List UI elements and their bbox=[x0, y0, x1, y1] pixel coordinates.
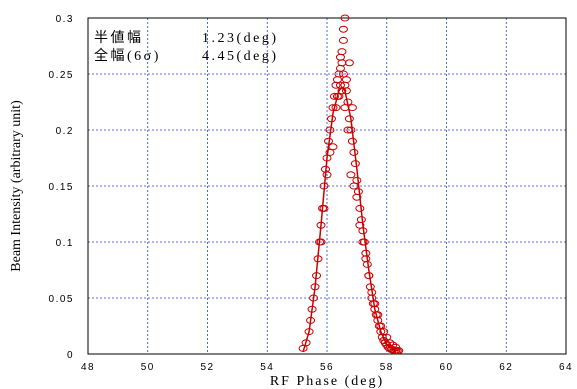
annotation-value-half-width: 1.23(deg) bbox=[202, 31, 279, 46]
data-point bbox=[355, 221, 365, 229]
data-point bbox=[352, 193, 362, 201]
data-point bbox=[367, 288, 377, 296]
x-tick-labels: 48 50 52 54 56 58 60 62 64 bbox=[81, 362, 573, 373]
data-point bbox=[364, 272, 374, 280]
data-point bbox=[325, 148, 335, 156]
data-point bbox=[331, 104, 341, 112]
y-tick-label: 0.25 bbox=[49, 70, 74, 81]
data-point bbox=[319, 204, 329, 212]
data-point bbox=[341, 87, 351, 95]
y-tick-label: 0.15 bbox=[49, 182, 74, 193]
data-point bbox=[352, 176, 362, 184]
data-point bbox=[349, 148, 359, 156]
data-point bbox=[332, 76, 342, 84]
data-point bbox=[319, 182, 329, 190]
data-point bbox=[341, 76, 351, 84]
data-point bbox=[343, 126, 353, 134]
data-point bbox=[323, 137, 333, 145]
data-point bbox=[346, 126, 356, 134]
data-point bbox=[358, 238, 368, 246]
data-point bbox=[306, 316, 316, 324]
annotation-value-full-width: 4.45(deg) bbox=[202, 49, 279, 64]
data-point bbox=[335, 64, 345, 72]
data-point bbox=[349, 182, 359, 190]
annotation-label-full-width: 全幅(6σ) bbox=[94, 47, 161, 64]
data-point bbox=[332, 92, 342, 100]
data-point bbox=[338, 36, 348, 44]
data-point bbox=[340, 14, 350, 22]
data-point bbox=[316, 221, 326, 229]
data-point bbox=[340, 104, 350, 112]
data-point bbox=[344, 115, 354, 123]
y-tick-labels: 0 0.05 0.1 0.15 0.2 0.25 0.3 bbox=[49, 14, 74, 361]
data-point bbox=[316, 238, 326, 246]
data-point bbox=[307, 305, 317, 313]
data-point bbox=[328, 104, 338, 112]
y-tick-label: 0.2 bbox=[56, 126, 74, 137]
x-tick-label: 58 bbox=[380, 362, 394, 373]
data-point bbox=[346, 171, 356, 179]
data-point bbox=[328, 143, 338, 151]
x-tick-label: 56 bbox=[320, 362, 334, 373]
data-point bbox=[326, 115, 336, 123]
data-point bbox=[361, 255, 371, 263]
data-point bbox=[344, 59, 354, 67]
y-tick-label: 0.3 bbox=[56, 14, 74, 25]
data-point bbox=[329, 92, 339, 100]
data-point bbox=[373, 311, 383, 319]
x-tick-label: 50 bbox=[141, 362, 155, 373]
y-tick-label: 0.1 bbox=[56, 238, 74, 249]
annotation-label-half-width: 半値幅 bbox=[94, 30, 144, 46]
data-point bbox=[309, 294, 319, 302]
data-point bbox=[347, 104, 357, 112]
data-point bbox=[312, 272, 322, 280]
x-tick-label: 64 bbox=[559, 362, 573, 373]
x-tick-label: 54 bbox=[260, 362, 274, 373]
x-axis-label: RF Phase (deg) bbox=[270, 374, 384, 389]
x-tick-label: 48 bbox=[81, 362, 95, 373]
data-point bbox=[301, 339, 311, 347]
y-tick-label: 0.05 bbox=[49, 294, 74, 305]
data-point bbox=[313, 255, 323, 263]
data-points-layer bbox=[298, 14, 404, 355]
data-point bbox=[304, 328, 314, 336]
y-axis-label: Beam Intensity (arbitrary unit) bbox=[9, 100, 24, 272]
data-point bbox=[325, 126, 335, 134]
x-tick-label: 52 bbox=[200, 362, 214, 373]
plot-frame bbox=[87, 17, 567, 355]
y-tick-label: 0 bbox=[67, 350, 74, 361]
data-point bbox=[337, 59, 347, 67]
annotation-box: 半値幅 1.23(deg) 全幅(6σ) 4.45(deg) bbox=[94, 30, 279, 64]
data-point bbox=[322, 171, 332, 179]
data-point bbox=[335, 81, 345, 89]
data-point bbox=[391, 343, 401, 351]
data-point bbox=[350, 160, 360, 168]
data-point bbox=[310, 283, 320, 291]
x-tick-label: 62 bbox=[499, 362, 513, 373]
data-point bbox=[355, 204, 365, 212]
data-point bbox=[337, 48, 347, 56]
data-point bbox=[347, 137, 357, 145]
data-point bbox=[338, 25, 348, 33]
data-point bbox=[385, 339, 395, 347]
data-point bbox=[370, 300, 380, 308]
data-point bbox=[388, 341, 398, 349]
grid-lines bbox=[88, 18, 566, 354]
data-point bbox=[383, 343, 393, 351]
data-point bbox=[335, 53, 345, 61]
x-tick-label: 60 bbox=[439, 362, 453, 373]
